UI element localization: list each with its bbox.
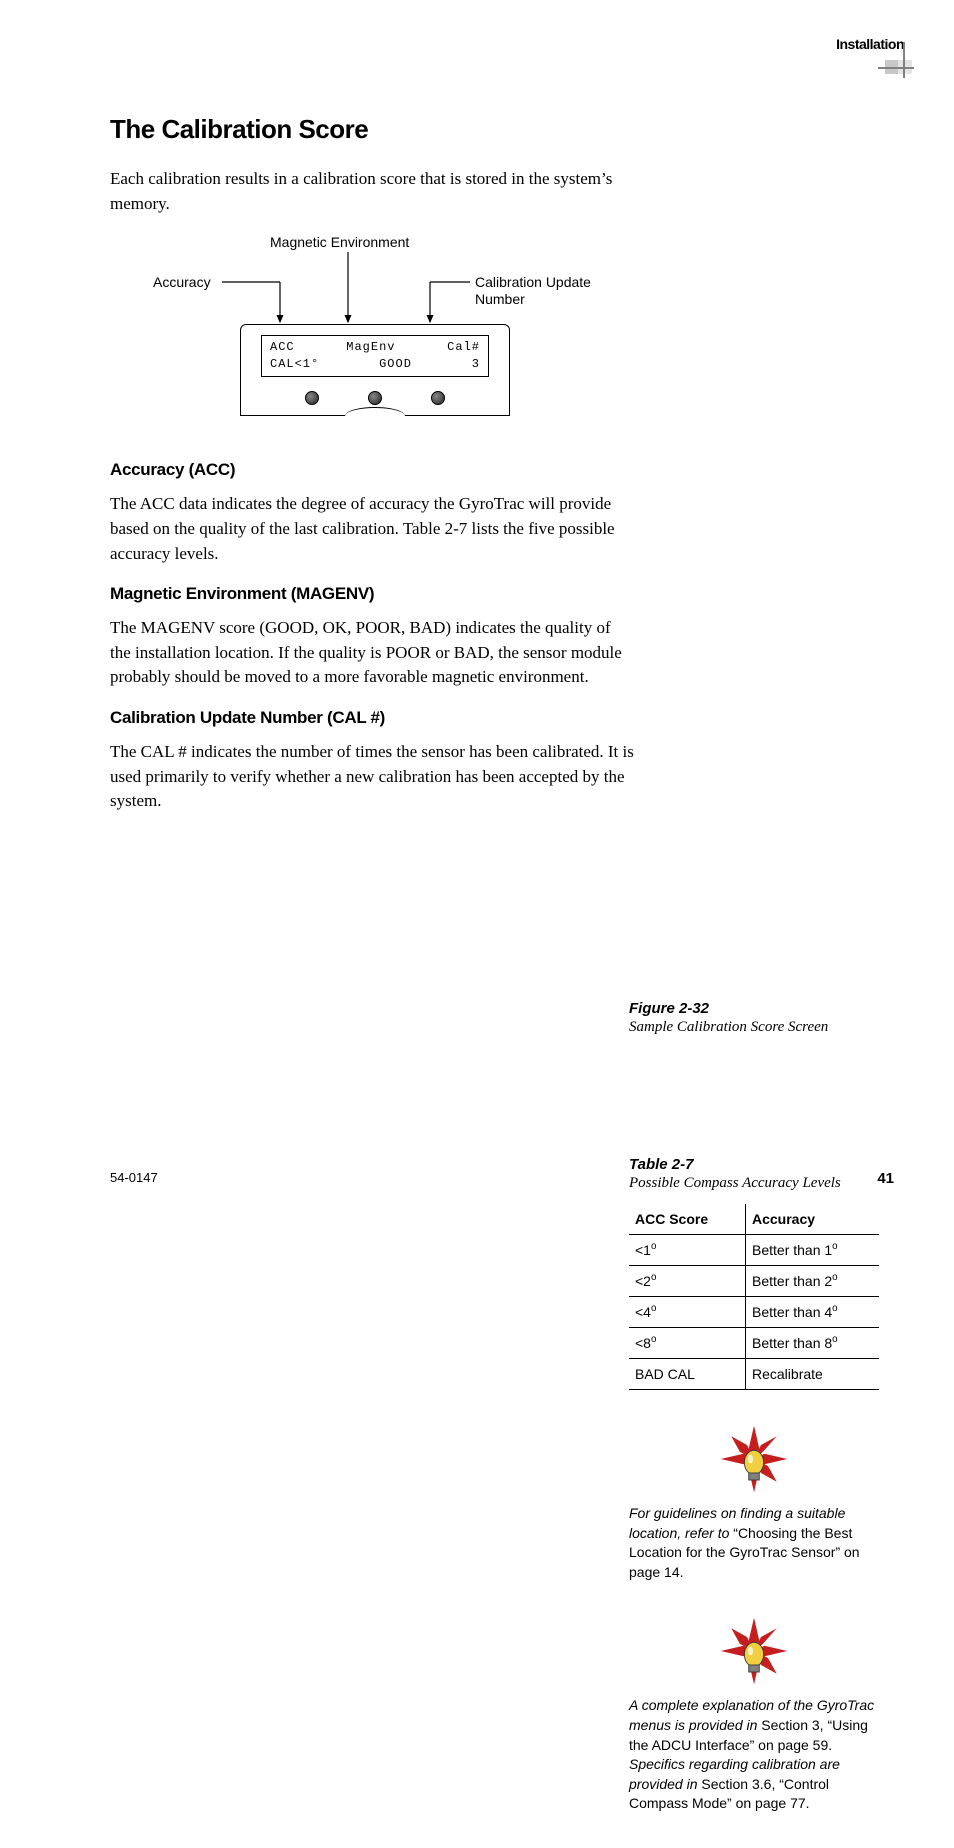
- table-cell: <1o: [629, 1235, 746, 1266]
- table-cell: BAD CAL: [629, 1359, 746, 1390]
- table-col-1: ACC Score: [629, 1204, 746, 1235]
- table-row: BAD CALRecalibrate: [629, 1359, 879, 1390]
- doc-number: 54-0147: [110, 1170, 158, 1187]
- table-cell: Better than 2o: [746, 1266, 880, 1297]
- figure-label: Figure 2-32: [629, 1000, 879, 1017]
- lcd-screen: ACC MagEnv Cal# CAL<1° GOOD 3: [261, 335, 489, 377]
- table-cell: Better than 4o: [746, 1297, 880, 1328]
- section-heading: Accuracy (ACC): [110, 460, 635, 480]
- device-illustration: ACC MagEnv Cal# CAL<1° GOOD 3: [240, 324, 510, 416]
- tip-burst-icon: [719, 1424, 789, 1494]
- page-title: The Calibration Score: [110, 114, 635, 145]
- lcd-r2c1: CAL<1°: [270, 356, 319, 373]
- lcd-r2c3: 3: [472, 356, 480, 373]
- side-column: Figure 2-32 Sample Calibration Score Scr…: [629, 832, 879, 1848]
- table-cell: Better than 1o: [746, 1235, 880, 1266]
- table-row: <1oBetter than 1o: [629, 1235, 879, 1266]
- section-body: The ACC data indicates the degree of acc…: [110, 492, 635, 566]
- table-col-2: Accuracy: [746, 1204, 880, 1235]
- accuracy-table: ACC Score Accuracy <1oBetter than 1o<2oB…: [629, 1204, 879, 1390]
- table-row: <4oBetter than 4o: [629, 1297, 879, 1328]
- table-cell: Recalibrate: [746, 1359, 880, 1390]
- table-cell: <2o: [629, 1266, 746, 1297]
- page-number: 41: [877, 1170, 894, 1187]
- lcd-r1c1: ACC: [270, 339, 295, 356]
- tip-text: A complete explanation of the GyroTrac m…: [629, 1696, 879, 1814]
- section-body: The CAL # indicates the number of times …: [110, 740, 635, 814]
- footer: 54-0147 41: [110, 1170, 894, 1187]
- table-cell: <8o: [629, 1328, 746, 1359]
- figure-diagram: Magnetic Environment Accuracy Calibratio…: [130, 234, 635, 434]
- device-button-3: [431, 391, 445, 405]
- table-row: <8oBetter than 8o: [629, 1328, 879, 1359]
- tip-text: For guidelines on finding a suitable loc…: [629, 1504, 879, 1582]
- section-heading: Magnetic Environment (MAGENV): [110, 584, 635, 604]
- section-body: The MAGENV score (GOOD, OK, POOR, BAD) i…: [110, 616, 635, 690]
- table-cell: <4o: [629, 1297, 746, 1328]
- lcd-r2c2: GOOD: [379, 356, 412, 373]
- crop-mark: [885, 60, 912, 79]
- lcd-r1c2: MagEnv: [346, 339, 395, 356]
- table-row: <2oBetter than 2o: [629, 1266, 879, 1297]
- table-cell: Better than 8o: [746, 1328, 880, 1359]
- lcd-r1c3: Cal#: [447, 339, 480, 356]
- tip-burst-icon: [719, 1616, 789, 1686]
- device-button-1: [305, 391, 319, 405]
- sections: Accuracy (ACC) The ACC data indicates the…: [110, 460, 635, 814]
- device-button-2: [368, 391, 382, 405]
- intro-text: Each calibration results in a calibratio…: [110, 167, 635, 216]
- header-section: Installation: [836, 36, 904, 52]
- main-column: The Calibration Score Each calibration r…: [110, 40, 635, 832]
- section-heading: Calibration Update Number (CAL #): [110, 708, 635, 728]
- figure-caption: Sample Calibration Score Screen: [629, 1019, 879, 1036]
